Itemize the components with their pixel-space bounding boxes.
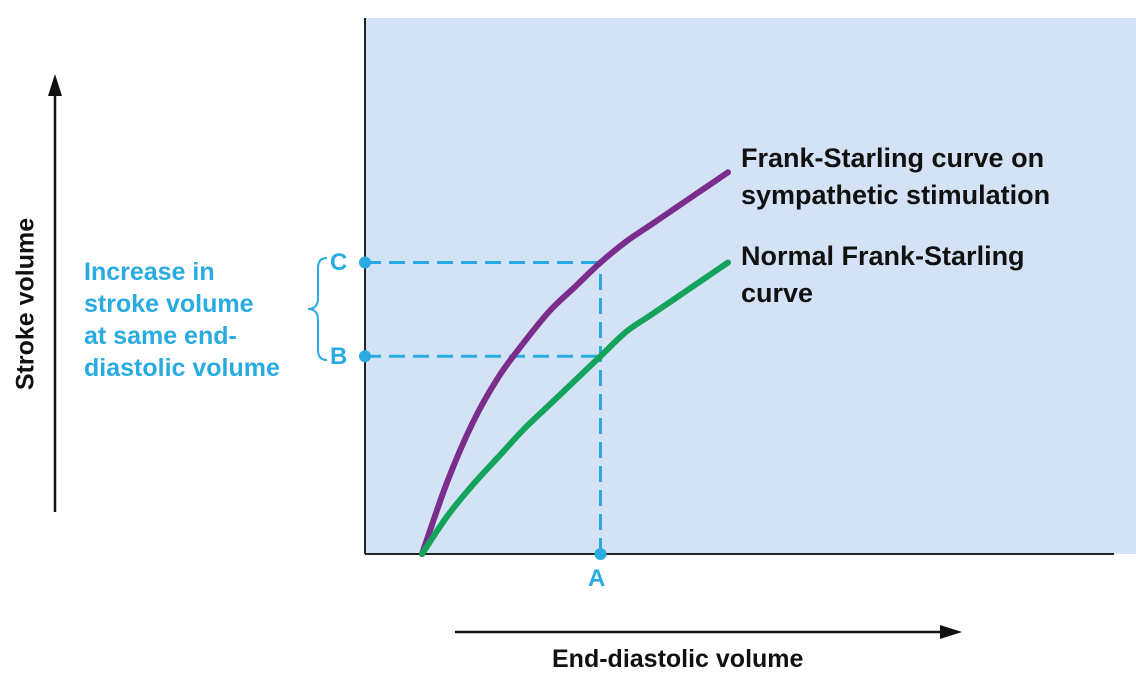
point-label-b: B (330, 343, 348, 370)
point-label-a: A (588, 565, 606, 592)
series-line-normal (419, 259, 731, 557)
y-axis-title: Stroke volume (11, 217, 40, 391)
annotation-brace (307, 257, 328, 361)
stroke-volume-annotation: Increase in stroke volume at same end- d… (84, 256, 280, 384)
annotation-line2: stroke volume (84, 290, 254, 318)
annotation-line4: diastolic volume (84, 354, 280, 382)
series-label-normal-line1: Normal Frank-Starling (741, 241, 1025, 271)
series-label-sympathetic-line2: sympathetic stimulation (741, 180, 1051, 210)
series-label-sympathetic-line1: Frank-Starling curve on (741, 143, 1045, 173)
point-marker-b (359, 350, 371, 363)
series-line-sympathetic (419, 169, 731, 557)
annotation-line1: Increase in (84, 258, 215, 286)
series-label-sympathetic: Frank-Starling curve on sympathetic stim… (741, 140, 1050, 214)
y-arrow-head-icon (48, 74, 62, 96)
point-marker-c (359, 256, 371, 269)
annotation-line3: at same end- (84, 322, 237, 350)
x-axis-title: End-diastolic volume (552, 645, 804, 673)
x-arrow-head-icon (940, 625, 962, 639)
point-marker-a (594, 548, 607, 560)
series-label-normal: Normal Frank-Starling curve (741, 238, 1025, 312)
point-label-c: C (330, 249, 348, 276)
series-label-normal-line2: curve (741, 278, 814, 308)
